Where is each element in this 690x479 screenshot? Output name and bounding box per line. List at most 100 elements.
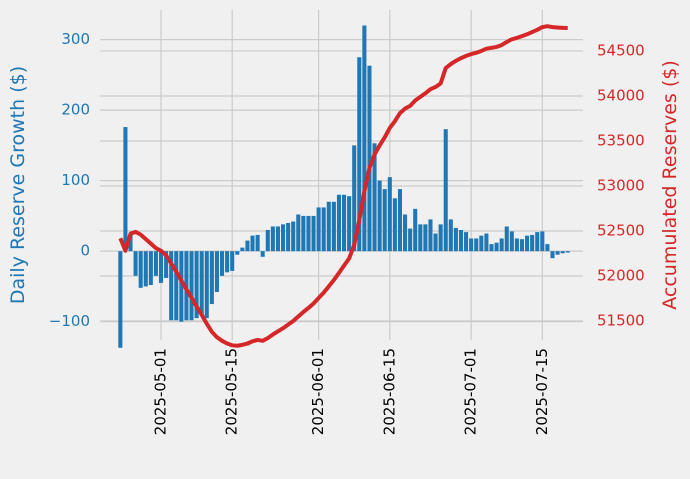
bar xyxy=(494,242,499,252)
bar xyxy=(275,226,280,252)
bar xyxy=(138,251,143,288)
bar xyxy=(509,231,514,252)
bar xyxy=(280,224,286,252)
bar xyxy=(270,226,275,252)
bar xyxy=(408,228,413,252)
bar xyxy=(352,145,357,252)
bar xyxy=(362,25,367,252)
bar xyxy=(397,189,403,252)
x-tick-label: 2025-07-15 xyxy=(533,348,551,435)
bar xyxy=(336,194,341,252)
y-axis-title: Daily Reserve Growth ($) xyxy=(7,66,29,304)
y-tick-label: 0 xyxy=(80,242,90,260)
bar xyxy=(479,235,484,252)
y-tick-label: 200 xyxy=(61,101,90,119)
bar xyxy=(540,231,545,252)
bar xyxy=(423,224,428,252)
bar xyxy=(260,251,265,257)
y2-tick-label: 51500 xyxy=(597,312,645,330)
bar xyxy=(265,230,270,252)
bar xyxy=(438,224,443,252)
y2-axis-title: Accumulated Reserves ($) xyxy=(659,60,681,310)
line xyxy=(118,24,568,348)
bar xyxy=(194,251,199,319)
bar xyxy=(321,207,326,252)
y-tick-label: 300 xyxy=(61,30,90,48)
x-tick-label: 2025-06-01 xyxy=(309,348,327,435)
bar xyxy=(235,251,240,255)
bar xyxy=(458,230,464,252)
bar xyxy=(214,251,219,293)
bar xyxy=(164,251,169,278)
bar xyxy=(347,196,352,252)
bar xyxy=(504,226,509,252)
y2-tick-label: 54500 xyxy=(597,41,645,59)
bar xyxy=(489,244,494,252)
bar xyxy=(448,219,453,252)
bar xyxy=(225,251,230,273)
bar xyxy=(413,208,418,252)
bar xyxy=(342,194,347,252)
bar xyxy=(219,251,225,276)
y2-tick-label: 54000 xyxy=(597,86,645,104)
labels: 2025-05-01 2025-05-15 2025-06-01 2025-06-15… xyxy=(49,30,645,435)
bar xyxy=(331,201,336,252)
y-tick-label: −100 xyxy=(49,312,90,330)
bar xyxy=(158,251,164,283)
bar xyxy=(453,227,458,252)
bar xyxy=(174,251,179,321)
bar xyxy=(179,251,184,322)
bar xyxy=(357,57,362,252)
bar xyxy=(148,251,153,285)
y-tick-label: 100 xyxy=(61,171,90,189)
bar xyxy=(230,251,235,271)
bar xyxy=(560,251,565,254)
bar xyxy=(377,180,382,252)
bar xyxy=(428,219,433,252)
bar xyxy=(169,251,174,321)
bar xyxy=(245,240,250,252)
bar xyxy=(189,251,194,321)
bar xyxy=(367,65,372,252)
bar xyxy=(311,215,316,252)
bar xyxy=(525,235,530,252)
bar xyxy=(545,244,550,252)
bar xyxy=(433,233,438,252)
x-tick-label: 2025-05-01 xyxy=(152,348,170,435)
bar xyxy=(535,232,540,252)
bar xyxy=(250,235,255,252)
bar xyxy=(316,207,321,252)
bar xyxy=(204,251,209,319)
bar xyxy=(550,251,555,259)
bar xyxy=(474,238,479,252)
bar xyxy=(443,129,448,252)
bar xyxy=(128,233,133,252)
bar xyxy=(403,214,408,252)
bar xyxy=(118,251,123,348)
bar xyxy=(499,238,504,252)
bar xyxy=(291,221,296,252)
bar xyxy=(530,234,535,252)
bar xyxy=(387,177,392,252)
bar xyxy=(514,238,519,252)
bar xyxy=(306,215,311,252)
bar xyxy=(484,233,489,252)
bar xyxy=(555,251,560,255)
bar xyxy=(469,238,474,252)
bar xyxy=(133,251,138,276)
x-tick-label: 2025-06-15 xyxy=(380,348,398,435)
bar xyxy=(286,222,291,252)
bar xyxy=(153,251,158,276)
y2-tick-label: 52000 xyxy=(597,266,645,284)
bar xyxy=(296,214,301,252)
bar xyxy=(209,251,214,305)
bar xyxy=(326,201,331,252)
bar xyxy=(301,215,306,252)
bar xyxy=(565,251,570,253)
bar xyxy=(372,143,377,252)
y2-tick-label: 53000 xyxy=(597,176,645,194)
bar xyxy=(418,224,423,252)
bar xyxy=(464,232,469,252)
bar xyxy=(123,127,128,252)
